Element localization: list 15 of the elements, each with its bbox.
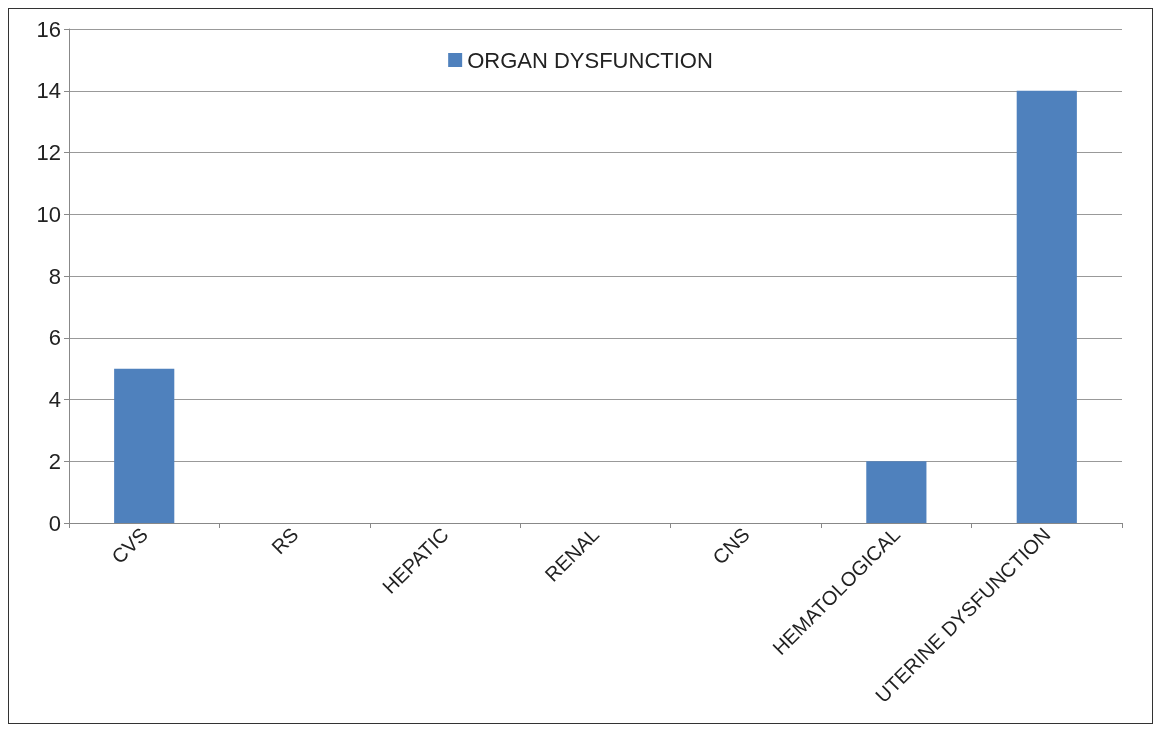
y-tick-label: 10 <box>36 201 61 227</box>
y-tick-label: 8 <box>48 263 61 289</box>
y-tick-label: 16 <box>36 16 61 42</box>
y-tick-label: 2 <box>48 448 61 474</box>
y-tick-label: 14 <box>36 78 61 104</box>
bar <box>866 461 927 523</box>
y-tick-label: 12 <box>36 140 61 165</box>
y-tick-label: 6 <box>48 325 61 351</box>
bar <box>1016 90 1077 523</box>
x-tick-label: CVS <box>107 523 152 568</box>
legend-label: ORGAN DYSFUNCTION <box>467 47 713 73</box>
x-tick-label: RS <box>267 523 303 559</box>
y-tick-label: 0 <box>48 510 61 536</box>
bar <box>114 368 175 523</box>
y-tick-label: 4 <box>48 387 61 412</box>
